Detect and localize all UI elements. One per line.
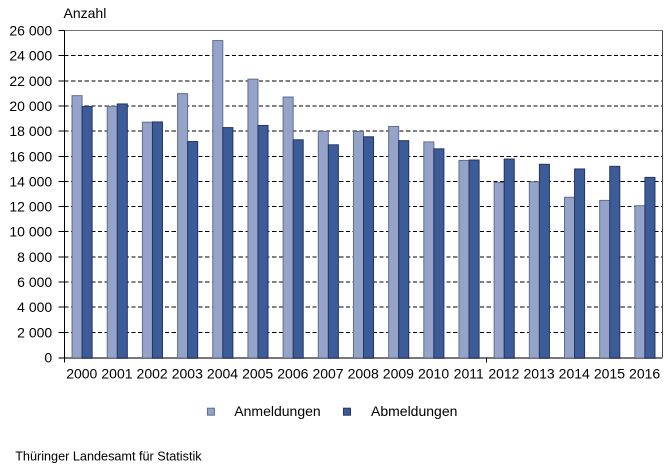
svg-text:2013: 2013 bbox=[524, 366, 555, 382]
svg-text:2002: 2002 bbox=[137, 366, 168, 382]
svg-text:18 000: 18 000 bbox=[9, 123, 52, 139]
svg-text:2016: 2016 bbox=[629, 366, 660, 382]
svg-text:14 000: 14 000 bbox=[9, 173, 52, 189]
svg-text:Anzahl: Anzahl bbox=[64, 5, 107, 21]
svg-text:2009: 2009 bbox=[383, 366, 414, 382]
svg-text:2014: 2014 bbox=[559, 366, 590, 382]
svg-text:2 000: 2 000 bbox=[17, 324, 52, 340]
svg-text:Thüringer Landesamt für Statis: Thüringer Landesamt für Statistik bbox=[15, 450, 202, 464]
svg-text:2003: 2003 bbox=[172, 366, 203, 382]
svg-text:2007: 2007 bbox=[312, 366, 343, 382]
svg-text:Abmeldungen: Abmeldungen bbox=[371, 403, 457, 419]
svg-text:2015: 2015 bbox=[594, 366, 625, 382]
svg-text:6 000: 6 000 bbox=[17, 274, 52, 290]
svg-text:Anmeldungen: Anmeldungen bbox=[234, 403, 320, 419]
svg-text:2012: 2012 bbox=[488, 366, 519, 382]
svg-text:2004: 2004 bbox=[207, 366, 238, 382]
svg-text:2008: 2008 bbox=[348, 366, 379, 382]
svg-text:26 000: 26 000 bbox=[9, 23, 52, 39]
svg-text:8 000: 8 000 bbox=[17, 249, 52, 265]
svg-text:12 000: 12 000 bbox=[9, 199, 52, 215]
svg-text:4 000: 4 000 bbox=[17, 299, 52, 315]
svg-text:2010: 2010 bbox=[418, 366, 449, 382]
svg-text:22 000: 22 000 bbox=[9, 73, 52, 89]
svg-text:2006: 2006 bbox=[277, 366, 308, 382]
svg-text:2011: 2011 bbox=[454, 366, 484, 382]
svg-text:2005: 2005 bbox=[242, 366, 273, 382]
svg-text:2000: 2000 bbox=[66, 366, 97, 382]
svg-text:2001: 2001 bbox=[101, 366, 132, 382]
svg-text:0: 0 bbox=[44, 350, 52, 366]
svg-text:24 000: 24 000 bbox=[9, 48, 52, 64]
svg-text:16 000: 16 000 bbox=[9, 148, 52, 164]
svg-text:10 000: 10 000 bbox=[9, 224, 52, 240]
svg-text:20 000: 20 000 bbox=[9, 98, 52, 114]
